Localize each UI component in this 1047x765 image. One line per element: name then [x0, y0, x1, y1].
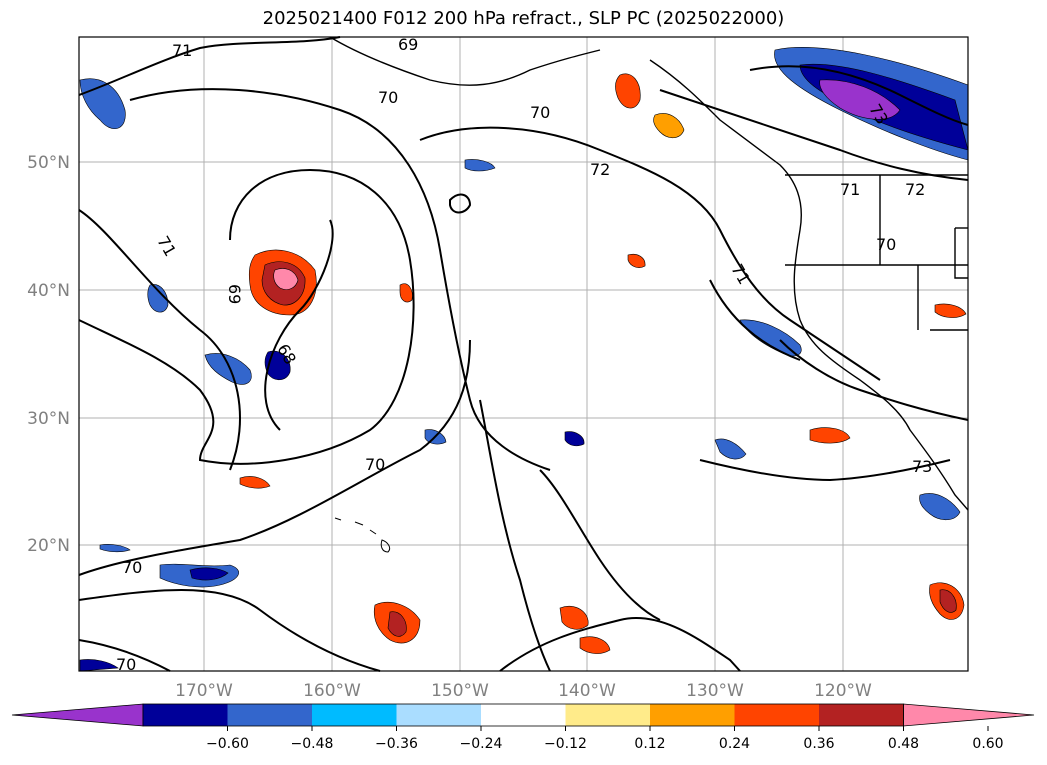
lon-label: 170°W: [175, 681, 233, 701]
colorbar-tick-label: 0.24: [719, 736, 750, 752]
colorbar-bin: [481, 704, 566, 726]
map-panel: 71 69 70 70 72 71 72 71 70 71 69 68 70 7…: [78, 35, 969, 674]
lon-label: 150°W: [431, 681, 489, 701]
lat-label: 40°N: [27, 281, 70, 301]
colorbar-tick-label: 0.60: [972, 736, 1003, 752]
colorbar-bin: [734, 704, 820, 726]
lon-label: 140°W: [558, 681, 616, 701]
colorbar-bin: [819, 704, 904, 726]
colorbar-bin: [312, 704, 397, 726]
contour-label: 71: [172, 41, 192, 60]
lon-label: 120°W: [814, 681, 872, 701]
refractivity-shading: [79, 47, 969, 672]
lon-label: 160°W: [303, 681, 361, 701]
contour-label: 70: [122, 558, 142, 577]
colorbar-tick-label: −0.12: [544, 736, 587, 752]
colorbar-bin: [565, 704, 651, 726]
colorbar-tick-label: −0.60: [206, 736, 249, 752]
contour-label: 73: [912, 457, 932, 476]
coastlines: [329, 36, 969, 511]
map-frame: [78, 36, 969, 672]
hawaii-islands: [334, 517, 391, 553]
contour-label: 70: [116, 655, 136, 674]
slp-contours: [78, 36, 969, 672]
contour-label: 72: [590, 160, 610, 179]
colorbar-tick-label: 0.48: [888, 736, 919, 752]
contour-label: 70: [876, 235, 896, 254]
lat-label: 50°N: [27, 153, 70, 173]
lat-label: 30°N: [27, 409, 70, 429]
colorbar-bin: [650, 704, 735, 726]
contour-label: 70: [365, 455, 385, 474]
colorbar-tick-label: 0.36: [803, 736, 834, 752]
colorbar-outline: [142, 703, 904, 727]
colorbar-tick-label: −0.36: [375, 736, 418, 752]
contour-label: 69: [225, 284, 244, 304]
colorbar-bin: [143, 704, 228, 726]
lon-label: 130°W: [686, 681, 744, 701]
colorbar-extend-low: [11, 703, 144, 727]
colorbar-tick-label: 0.12: [634, 736, 665, 752]
lat-axis: 50°N 40°N 30°N 20°N: [27, 153, 70, 556]
contour-label: 71: [840, 180, 860, 199]
contour-label: 70: [378, 88, 398, 107]
colorbar-bin: [396, 704, 482, 726]
colorbar-extend-high: [903, 703, 1035, 727]
lon-axis: 170°W 160°W 150°W 140°W 130°W 120°W: [175, 681, 872, 701]
colorbar: [11, 703, 1035, 727]
contour-label: 70: [530, 103, 550, 122]
contour-label: 72: [905, 180, 925, 199]
contour-label: 69: [398, 35, 418, 54]
colorbar-tick-label: −0.48: [291, 736, 334, 752]
map-title: 2025021400 F012 200 hPa refract., SLP PC…: [262, 8, 785, 29]
colorbar-tick-label: −0.24: [460, 736, 503, 752]
lat-label: 20°N: [27, 536, 70, 556]
colorbar-bin: [227, 704, 313, 726]
colorbar-ticks: −0.60 −0.48 −0.36 −0.24 −0.12 0.12 0.24 0.36 0.4…: [206, 726, 1004, 752]
